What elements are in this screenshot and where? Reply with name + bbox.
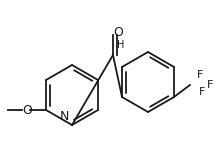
Text: N: N <box>59 110 69 123</box>
Text: F: F <box>207 80 213 90</box>
Text: F: F <box>197 70 203 80</box>
Text: O: O <box>113 26 123 39</box>
Text: O: O <box>22 103 32 116</box>
Text: H: H <box>117 40 125 50</box>
Text: F: F <box>199 87 205 97</box>
